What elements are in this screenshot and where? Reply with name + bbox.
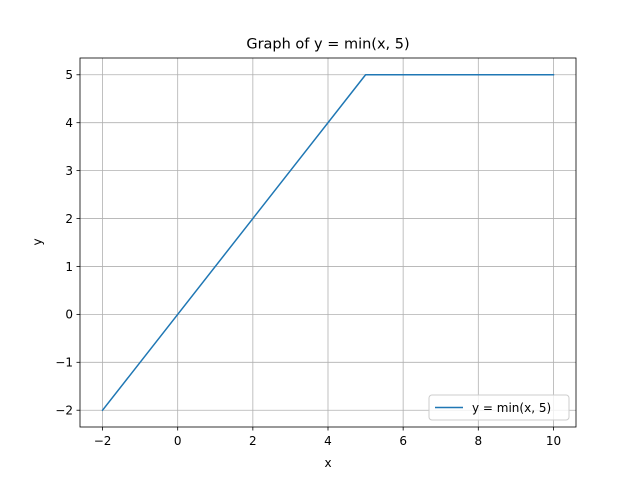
y-tick-label: 0 xyxy=(65,308,73,322)
series-line xyxy=(101,74,555,412)
series-layer xyxy=(101,74,555,412)
y-tick-label: −2 xyxy=(55,404,73,418)
x-tick-label: 0 xyxy=(174,434,182,448)
x-tick-label: 4 xyxy=(324,434,332,448)
x-tick-label: 10 xyxy=(546,434,561,448)
legend-label: y = min(x, 5) xyxy=(472,401,551,415)
legend-box xyxy=(428,394,570,421)
y-axis-ticks: −2 −1 0 1 2 3 4 5 xyxy=(55,68,80,418)
x-tick-label: 8 xyxy=(474,434,482,448)
y-tick-label: −1 xyxy=(55,356,73,370)
x-tick-label: 6 xyxy=(399,434,407,448)
x-axis-ticks: −2 0 2 4 6 8 10 xyxy=(94,427,561,448)
y-tick-label: 1 xyxy=(65,260,73,274)
y-tick-label: 5 xyxy=(65,68,73,82)
x-axis-label: x xyxy=(324,456,331,470)
y-tick-label: 2 xyxy=(65,212,73,226)
y-tick-label: 3 xyxy=(65,164,73,178)
x-tick-label: 2 xyxy=(249,434,257,448)
y-axis-label: y xyxy=(31,238,45,245)
chart-title: Graph of y = min(x, 5) xyxy=(246,37,409,53)
x-tick-label: −2 xyxy=(94,434,112,448)
legend: y = min(x, 5) xyxy=(428,394,570,421)
y-tick-label: 4 xyxy=(65,116,73,130)
